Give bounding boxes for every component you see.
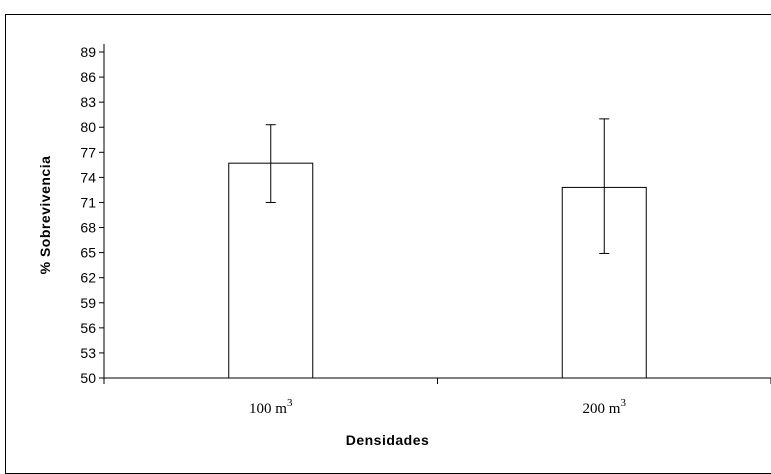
x-tick-label-superscript: 3 bbox=[620, 397, 626, 409]
x-tick-label-text: 100 m bbox=[249, 401, 287, 417]
y-tick-label: 56 bbox=[80, 320, 96, 336]
x-tick-label-text: 200 m bbox=[583, 401, 621, 417]
x-tick-labels: 100 m3 200 m3 bbox=[249, 397, 626, 417]
x-ticks bbox=[103, 378, 771, 384]
x-axis-title: Densidades bbox=[346, 432, 430, 448]
y-tick-label: 71 bbox=[80, 194, 96, 210]
x-tick-label: 100 m3 bbox=[249, 397, 293, 417]
y-tick-label: 53 bbox=[80, 345, 96, 361]
y-tick-label: 89 bbox=[80, 44, 96, 60]
y-tick-label: 74 bbox=[80, 169, 96, 185]
y-tick-label: 77 bbox=[80, 144, 96, 160]
error-bars bbox=[265, 118, 610, 254]
bars bbox=[228, 162, 647, 379]
x-tick-label: 200 m3 bbox=[583, 397, 627, 417]
y-tick-label: 59 bbox=[80, 295, 96, 311]
y-tick-label: 62 bbox=[80, 270, 96, 286]
y-tick-label: 80 bbox=[80, 119, 96, 135]
y-ticks: 50 53 56 59 62 65 68 71 74 77 80 83 86 89 bbox=[80, 44, 104, 386]
y-tick-label: 68 bbox=[80, 220, 96, 236]
y-tick-label: 50 bbox=[80, 370, 96, 386]
y-tick-label: 86 bbox=[80, 69, 96, 85]
x-tick-label-superscript: 3 bbox=[287, 397, 293, 409]
y-axis-title: % Sobrevivencia bbox=[37, 156, 53, 275]
y-tick-label: 65 bbox=[80, 245, 96, 261]
y-tick-label: 83 bbox=[80, 94, 96, 110]
